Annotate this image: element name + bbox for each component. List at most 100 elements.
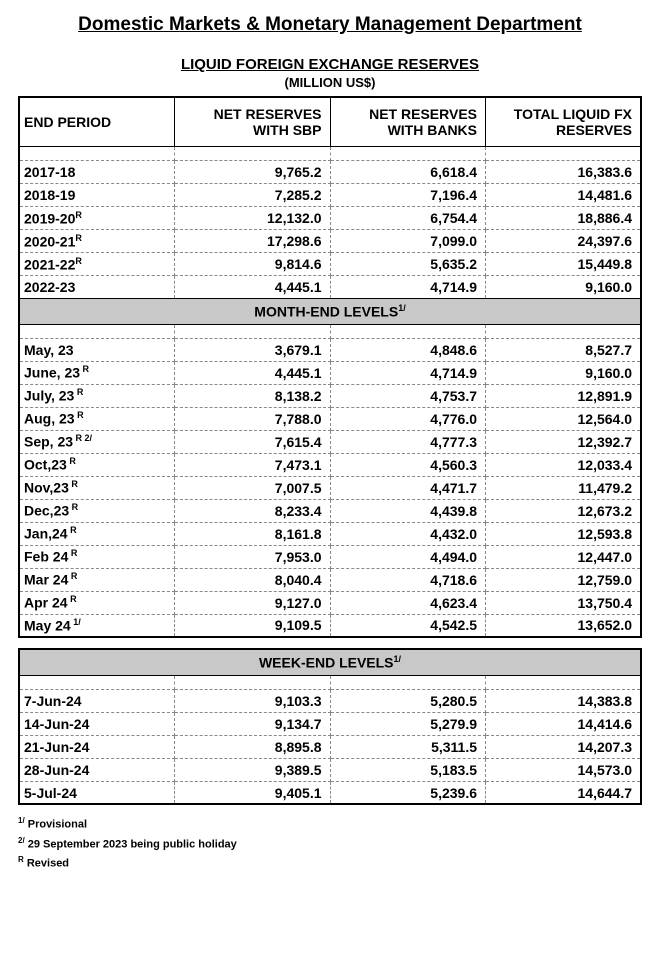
table-row: 28-Jun-249,389.55,183.514,573.0 — [19, 758, 641, 781]
cell-period: Nov,23 R — [19, 476, 175, 499]
footnote-3: R Revised — [18, 854, 642, 873]
weekly-table: WEEK-END LEVELS1/7-Jun-249,103.35,280.51… — [18, 648, 642, 805]
cell-period: July, 23 R — [19, 384, 175, 407]
cell-sbp: 7,788.0 — [175, 407, 331, 430]
cell-sbp: 8,233.4 — [175, 499, 331, 522]
cell-sbp: 3,679.1 — [175, 338, 331, 361]
cell-total: 8,527.7 — [486, 338, 642, 361]
cell-total: 14,414.6 — [486, 712, 642, 735]
cell-period: 2020-21R — [19, 230, 175, 253]
table-row: Nov,23 R7,007.54,471.711,479.2 — [19, 476, 641, 499]
spacer-row — [19, 147, 641, 161]
cell-period: Oct,23 R — [19, 453, 175, 476]
cell-banks: 7,099.0 — [330, 230, 486, 253]
reserves-table: END PERIOD NET RESERVES WITH SBP NET RES… — [18, 96, 642, 638]
cell-sbp: 7,473.1 — [175, 453, 331, 476]
cell-total: 24,397.6 — [486, 230, 642, 253]
footnote-1: 1/ Provisional — [18, 815, 642, 834]
table-row: 2020-21R17,298.67,099.024,397.6 — [19, 230, 641, 253]
header-row: END PERIOD NET RESERVES WITH SBP NET RES… — [19, 97, 641, 147]
cell-banks: 4,439.8 — [330, 499, 486, 522]
cell-banks: 6,618.4 — [330, 161, 486, 184]
cell-total: 12,033.4 — [486, 453, 642, 476]
cell-banks: 4,718.6 — [330, 568, 486, 591]
cell-sbp: 9,103.3 — [175, 689, 331, 712]
table-row: 14-Jun-249,134.75,279.914,414.6 — [19, 712, 641, 735]
cell-total: 18,886.4 — [486, 207, 642, 230]
cell-period: Jan,24 R — [19, 522, 175, 545]
cell-banks: 5,183.5 — [330, 758, 486, 781]
cell-period: June, 23 R — [19, 361, 175, 384]
cell-banks: 4,623.4 — [330, 591, 486, 614]
cell-total: 16,383.6 — [486, 161, 642, 184]
cell-period: 28-Jun-24 — [19, 758, 175, 781]
cell-banks: 4,776.0 — [330, 407, 486, 430]
week-end-section-header: WEEK-END LEVELS1/ — [19, 649, 641, 675]
cell-period: 5-Jul-24 — [19, 781, 175, 804]
table-row: 2021-22R9,814.65,635.215,449.8 — [19, 253, 641, 276]
spacer-row — [19, 324, 641, 338]
cell-total: 14,383.8 — [486, 689, 642, 712]
header-sbp: NET RESERVES WITH SBP — [175, 97, 331, 147]
cell-sbp: 7,615.4 — [175, 430, 331, 453]
cell-period: May, 23 — [19, 338, 175, 361]
cell-period: 2022-23 — [19, 276, 175, 299]
cell-period: 14-Jun-24 — [19, 712, 175, 735]
cell-total: 14,481.6 — [486, 184, 642, 207]
table-row: 2018-197,285.27,196.414,481.6 — [19, 184, 641, 207]
table-row: 21-Jun-248,895.85,311.514,207.3 — [19, 735, 641, 758]
cell-total: 9,160.0 — [486, 361, 642, 384]
table-row: Dec,23 R8,233.44,439.812,673.2 — [19, 499, 641, 522]
cell-period: Sep, 23 R 2/ — [19, 430, 175, 453]
cell-banks: 4,714.9 — [330, 276, 486, 299]
cell-sbp: 7,285.2 — [175, 184, 331, 207]
table-row: Mar 24 R8,040.44,718.612,759.0 — [19, 568, 641, 591]
cell-banks: 5,279.9 — [330, 712, 486, 735]
footnotes: 1/ Provisional 2/ 29 September 2023 bein… — [18, 815, 642, 873]
cell-total: 12,593.8 — [486, 522, 642, 545]
cell-total: 14,644.7 — [486, 781, 642, 804]
header-period: END PERIOD — [19, 97, 175, 147]
cell-banks: 4,494.0 — [330, 545, 486, 568]
table-row: 2017-189,765.26,618.416,383.6 — [19, 161, 641, 184]
cell-period: Dec,23 R — [19, 499, 175, 522]
report-subtitle: LIQUID FOREIGN EXCHANGE RESERVES — [18, 56, 642, 73]
footnote-2: 2/ 29 September 2023 being public holida… — [18, 835, 642, 854]
cell-sbp: 8,138.2 — [175, 384, 331, 407]
cell-banks: 4,432.0 — [330, 522, 486, 545]
cell-total: 12,759.0 — [486, 568, 642, 591]
cell-sbp: 9,127.0 — [175, 591, 331, 614]
cell-banks: 4,777.3 — [330, 430, 486, 453]
cell-sbp: 8,040.4 — [175, 568, 331, 591]
cell-period: May 24 1/ — [19, 614, 175, 637]
cell-sbp: 9,814.6 — [175, 253, 331, 276]
cell-total: 12,447.0 — [486, 545, 642, 568]
cell-banks: 4,560.3 — [330, 453, 486, 476]
table-row: 2022-234,445.14,714.99,160.0 — [19, 276, 641, 299]
cell-banks: 5,311.5 — [330, 735, 486, 758]
cell-sbp: 17,298.6 — [175, 230, 331, 253]
table-row: Feb 24 R7,953.04,494.012,447.0 — [19, 545, 641, 568]
cell-period: 2018-19 — [19, 184, 175, 207]
cell-banks: 5,239.6 — [330, 781, 486, 804]
cell-banks: 5,280.5 — [330, 689, 486, 712]
cell-total: 11,479.2 — [486, 476, 642, 499]
cell-sbp: 8,895.8 — [175, 735, 331, 758]
cell-sbp: 4,445.1 — [175, 361, 331, 384]
cell-total: 9,160.0 — [486, 276, 642, 299]
table-row: Aug, 23 R7,788.04,776.012,564.0 — [19, 407, 641, 430]
cell-period: Aug, 23 R — [19, 407, 175, 430]
table-row: Apr 24 R9,127.04,623.413,750.4 — [19, 591, 641, 614]
cell-banks: 4,714.9 — [330, 361, 486, 384]
cell-sbp: 7,007.5 — [175, 476, 331, 499]
cell-period: 21-Jun-24 — [19, 735, 175, 758]
cell-banks: 4,471.7 — [330, 476, 486, 499]
cell-total: 14,573.0 — [486, 758, 642, 781]
cell-banks: 6,754.4 — [330, 207, 486, 230]
cell-banks: 4,848.6 — [330, 338, 486, 361]
table-row: 2019-20R12,132.06,754.418,886.4 — [19, 207, 641, 230]
cell-period: 2021-22R — [19, 253, 175, 276]
cell-banks: 4,542.5 — [330, 614, 486, 637]
table-row: May, 233,679.14,848.68,527.7 — [19, 338, 641, 361]
cell-sbp: 7,953.0 — [175, 545, 331, 568]
